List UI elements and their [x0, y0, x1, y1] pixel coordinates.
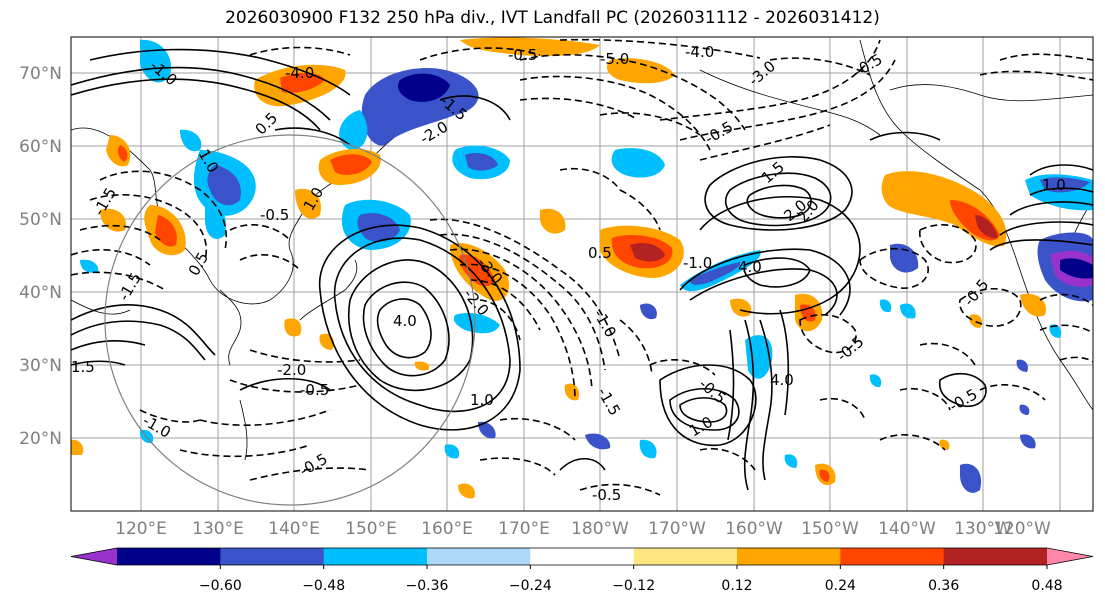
lat-label: 50°N — [19, 210, 62, 230]
contour-label: 1.0 — [470, 391, 494, 409]
contour-label: 1.5 — [71, 358, 95, 376]
lon-label: 160°W — [725, 519, 783, 539]
lon-label: 120°E — [115, 519, 167, 539]
contour-label: -0.5 — [260, 206, 289, 224]
contour-label: 4.0 — [770, 371, 794, 389]
lon-label: 120°W — [993, 519, 1051, 539]
colorbar-segment — [943, 548, 1048, 565]
contour-label: 4.0 — [738, 258, 762, 276]
colorbar-outline — [70, 547, 1094, 566]
lon-label: 150°E — [345, 519, 397, 539]
colorbar-tick-label: −0.60 — [199, 578, 242, 594]
colorbar-tick-label: 0.24 — [825, 578, 856, 594]
lat-label: 30°N — [19, 356, 62, 376]
contour-label: -1.0 — [683, 254, 712, 272]
lon-label: 130°E — [192, 519, 244, 539]
colorbar-segment — [633, 548, 738, 565]
lon-label: 180°W — [571, 519, 629, 539]
colorbar-segment — [220, 548, 325, 565]
colorbar-extend-min — [71, 548, 117, 565]
contour-label: -4.0 — [685, 43, 714, 61]
colorbar-segment — [530, 548, 635, 565]
contour-label: -0.5 — [300, 381, 329, 399]
colorbar-segment — [323, 548, 428, 565]
lon-label: 150°W — [801, 519, 859, 539]
lon-label: 140°E — [268, 519, 320, 539]
map-area — [71, 37, 1093, 511]
colorbar-tick-label: 0.48 — [1031, 578, 1062, 594]
lat-label: 60°N — [19, 137, 62, 157]
lat-labels: 70°N 60°N 50°N 40°N 30°N 20°N — [19, 64, 62, 449]
gridlines — [71, 37, 1093, 511]
lon-labels: 120°E 130°E 140°E 150°E 160°E 170°E 180°… — [115, 519, 1051, 539]
colorbar-extend-max — [1047, 548, 1093, 565]
lon-label: 160°E — [421, 519, 473, 539]
region-circle — [104, 134, 476, 506]
contour-label: -2.0 — [277, 361, 306, 379]
contour-label: -0.5 — [592, 486, 621, 504]
lon-label: 130°W — [954, 519, 1012, 539]
lon-label: 170°W — [648, 519, 706, 539]
lat-label: 40°N — [19, 283, 62, 303]
lat-label: 20°N — [19, 429, 62, 449]
contour-label: 0.5 — [588, 244, 612, 262]
colorbar-tick-label: 0.12 — [721, 578, 752, 594]
colorbar-segment — [427, 548, 531, 565]
colorbar-segment — [737, 548, 841, 565]
contour-label: 1.0 — [1042, 176, 1066, 194]
lon-label: 170°E — [498, 519, 550, 539]
colorbar-segment — [117, 548, 221, 565]
colorbar-tick-label: −0.48 — [302, 578, 345, 594]
lon-label: 140°W — [878, 519, 936, 539]
contour-label: -5.0 — [600, 50, 629, 68]
map-border — [70, 36, 1094, 512]
colorbar-segment — [840, 548, 945, 565]
colorbar-tick-label: −0.36 — [406, 578, 449, 594]
contour-label: -0.5 — [508, 46, 537, 64]
colorbar: −0.60 −0.48 −0.36 −0.24 −0.12 0.12 0.24 0.36 0.4… — [70, 547, 1094, 594]
chart-title: 2026030900 F132 250 hPa div., IVT Landfa… — [225, 8, 880, 28]
shaded-divergence — [71, 37, 1093, 499]
solid-contours — [71, 48, 1093, 491]
colorbar-tick-label: −0.12 — [612, 578, 655, 594]
contour-label: -4.0 — [285, 64, 314, 82]
contour-label: 4.0 — [393, 312, 417, 330]
colorbar-tick-label: −0.24 — [509, 578, 552, 594]
lat-label: 70°N — [19, 64, 62, 84]
dashed-contours — [71, 38, 1093, 496]
colorbar-tick-label: 0.36 — [928, 578, 959, 594]
